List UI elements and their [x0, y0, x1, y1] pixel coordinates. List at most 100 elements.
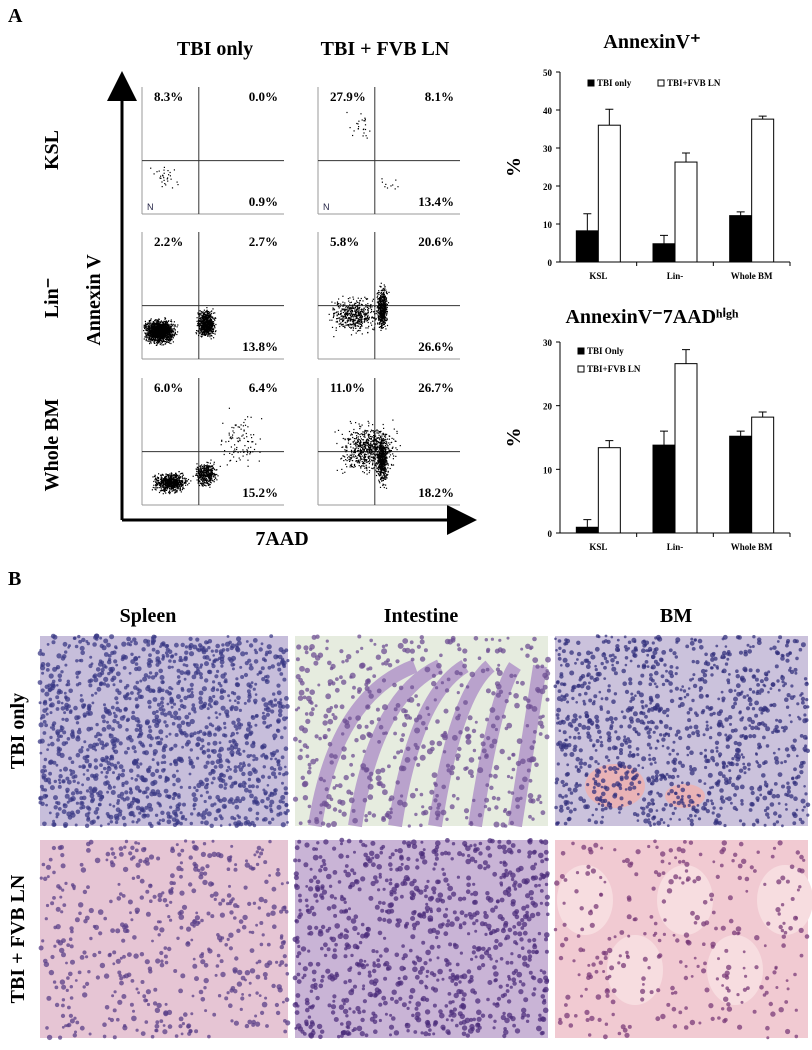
event-dot [372, 316, 373, 317]
event-dot [159, 171, 160, 172]
event-dot [344, 438, 345, 439]
event-dot [214, 479, 215, 480]
event-dot [378, 302, 379, 303]
event-dot [174, 324, 175, 325]
event-dot [351, 452, 352, 453]
event-dot [370, 431, 371, 432]
event-dot [168, 477, 169, 478]
event-dot [343, 318, 344, 319]
event-dot [162, 490, 163, 491]
event-dot [353, 328, 354, 329]
event-dot [210, 327, 211, 328]
quadrant-percent: 2.7% [249, 234, 278, 249]
event-dot [359, 319, 360, 320]
event-dot [168, 484, 169, 485]
event-dot [385, 322, 386, 323]
event-dot [359, 303, 360, 304]
event-dot [204, 333, 205, 334]
event-dot [246, 436, 247, 437]
event-dot [196, 463, 197, 464]
event-dot [171, 488, 172, 489]
event-dot [167, 337, 168, 338]
event-dot [180, 486, 181, 487]
event-dot [183, 474, 184, 475]
event-dot [357, 318, 358, 319]
event-dot [378, 306, 379, 307]
column-title: TBI + FVB LN [321, 38, 450, 60]
event-dot [171, 329, 172, 330]
event-dot [160, 475, 161, 476]
event-dot [204, 470, 205, 471]
event-dot [207, 336, 208, 337]
event-dot [243, 456, 244, 457]
event-dot [375, 323, 376, 324]
event-dot [361, 309, 362, 310]
event-dot [154, 173, 155, 174]
event-dot [198, 480, 199, 481]
event-dot [247, 441, 248, 442]
event-dot [160, 333, 161, 334]
event-dot [205, 472, 206, 473]
event-dot [381, 283, 382, 284]
event-dot [151, 336, 152, 337]
event-dot [164, 481, 165, 482]
event-dot [213, 321, 214, 322]
event-dot [347, 311, 348, 312]
event-dot [359, 308, 360, 309]
event-dot [349, 308, 350, 309]
event-dot [254, 449, 255, 450]
event-dot [354, 305, 355, 306]
gate-label: N [147, 202, 154, 212]
event-dot [351, 433, 352, 434]
panel-label: A [8, 5, 23, 27]
event-dot [208, 320, 209, 321]
event-dot [197, 476, 198, 477]
event-dot [202, 483, 203, 484]
flow-plot: 2.2%2.7%13.8% [142, 232, 284, 359]
event-dot [233, 432, 234, 433]
event-dot [146, 339, 147, 340]
event-dot [349, 461, 350, 462]
event-dot [351, 423, 352, 424]
event-dot [385, 328, 386, 329]
event-dot [213, 313, 214, 314]
event-dot [370, 322, 371, 323]
event-dot [198, 320, 199, 321]
event-dot [148, 341, 149, 342]
event-dot [198, 469, 199, 470]
event-dot [349, 457, 350, 458]
event-dot [201, 321, 202, 322]
event-dot [380, 308, 381, 309]
event-dot [358, 448, 359, 449]
event-dot [362, 461, 363, 462]
event-dot [383, 298, 384, 299]
event-dot [383, 311, 384, 312]
event-dot [357, 302, 358, 303]
event-dot [353, 299, 354, 300]
event-dot [173, 475, 174, 476]
event-dot [382, 308, 383, 309]
event-dot [167, 330, 168, 331]
event-dot [243, 451, 244, 452]
event-dot [208, 462, 209, 463]
event-dot [343, 309, 344, 310]
event-dot [359, 434, 360, 435]
event-dot [384, 286, 385, 287]
event-dot [371, 325, 372, 326]
quadrant-percent: 13.4% [418, 194, 454, 209]
event-dot [367, 449, 368, 450]
event-dot [343, 304, 344, 305]
event-dot [209, 466, 210, 467]
event-dot [177, 480, 178, 481]
event-dot [198, 471, 199, 472]
event-dot [214, 326, 215, 327]
event-dot [339, 320, 340, 321]
event-dot [342, 316, 343, 317]
event-dot [349, 304, 350, 305]
event-dot [244, 430, 245, 431]
event-dot [247, 426, 248, 427]
event-dot [336, 327, 337, 328]
event-dot [347, 314, 348, 315]
event-dot [163, 475, 164, 476]
event-dot [234, 449, 235, 450]
